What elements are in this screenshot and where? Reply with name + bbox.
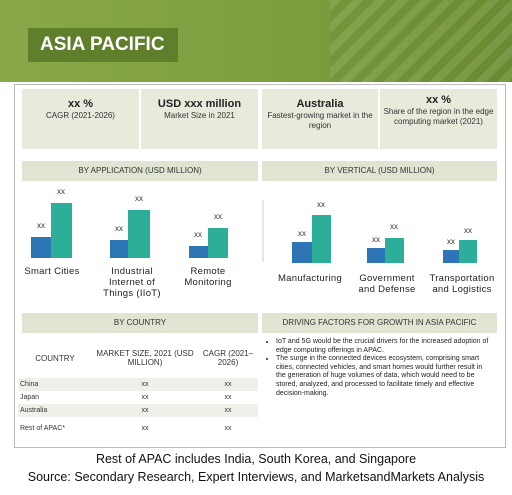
- table-header: CAGR (2021–2026): [202, 349, 254, 367]
- factor: IoT and 5G would be the crucial drivers …: [276, 338, 492, 355]
- title: ASIA PACIFIC: [40, 34, 165, 55]
- bar-label: xx: [372, 235, 380, 244]
- stat: Australia Fastest-growing market in the r…: [262, 89, 378, 149]
- table-header: MARKET SIZE, 2021 (USD MILLION): [96, 349, 194, 367]
- stat: USD xxx million Market Size in 2021: [141, 89, 258, 149]
- bar-label: xx: [298, 229, 306, 238]
- category-label: Manufacturing: [277, 273, 343, 284]
- bar: [459, 240, 477, 263]
- stat-value: xx %: [425, 94, 452, 106]
- category-label: Transportation and Logistics: [429, 273, 495, 295]
- stat-label: Share of the region in the edge computin…: [383, 107, 494, 126]
- stat-label: Market Size in 2021: [164, 111, 235, 120]
- table-cell: xx: [141, 407, 149, 414]
- bar-label: xx: [390, 222, 398, 231]
- table-cell: Rest of APAC*: [20, 424, 66, 432]
- table-cell: xx: [141, 381, 149, 388]
- category-label: Remote Monitoring: [184, 266, 232, 288]
- footer-source: Source: Secondary Research, Expert Inter…: [27, 470, 485, 484]
- bar-label: xx: [464, 226, 472, 235]
- bar-label: xx: [317, 200, 325, 209]
- bar: [208, 228, 228, 258]
- stat: xx % CAGR (2021-2026): [22, 89, 139, 149]
- table-cell: xx: [224, 381, 232, 388]
- bar: [292, 242, 312, 263]
- bar-label: xx: [115, 224, 123, 233]
- section-title: BY APPLICATION (USD MILLION): [22, 161, 258, 181]
- section-title: BY COUNTRY: [22, 313, 258, 333]
- bar: [110, 240, 128, 258]
- category-label: Government and Defense: [358, 273, 416, 295]
- bar: [51, 203, 72, 258]
- section-title: DRIVING FACTORS FOR GROWTH IN ASIA PACIF…: [262, 313, 497, 333]
- bar-label: xx: [57, 187, 65, 196]
- stat-value: USD xxx million: [157, 98, 242, 110]
- bar-label: xx: [135, 194, 143, 203]
- country-table: COUNTRY MARKET SIZE, 2021 (USD MILLION) CA…: [18, 338, 258, 439]
- title-box: [28, 28, 178, 62]
- bar-label: xx: [194, 230, 202, 239]
- table-cell: xx: [224, 424, 232, 432]
- bar: [312, 215, 331, 263]
- bar: [385, 238, 404, 263]
- bar-label: xx: [447, 237, 455, 246]
- category-label: Smart Cities: [24, 266, 80, 277]
- stat-label: Fastest-growing market in the region: [267, 111, 373, 130]
- bar: [189, 246, 208, 258]
- bar-label: xx: [214, 212, 222, 221]
- factor: The surge in the connected devices ecosy…: [276, 355, 492, 398]
- bar: [31, 237, 51, 258]
- bar: [367, 248, 385, 263]
- bar: [443, 250, 459, 263]
- table-cell: Australia: [20, 407, 48, 414]
- footer-note: Rest of APAC includes India, South Korea…: [95, 452, 417, 466]
- banner-pattern: [330, 0, 512, 82]
- bar: [128, 210, 150, 258]
- table-header: COUNTRY: [35, 353, 75, 363]
- stat-label: CAGR (2021-2026): [46, 111, 115, 120]
- section-title: BY VERTICAL (USD MILLION): [262, 161, 497, 181]
- stat-value: xx %: [67, 98, 94, 110]
- table-cell: China: [20, 381, 39, 388]
- bar-label: xx: [37, 221, 45, 230]
- category-label: Industrial Internet of Things (IIoT): [103, 266, 161, 299]
- factor-list: IoT and 5G would be the crucial drivers …: [266, 338, 492, 398]
- stat: xx % Share of the region in the edge comp…: [380, 89, 497, 149]
- frame: [14, 84, 506, 448]
- table-cell: xx: [141, 424, 149, 432]
- table-cell: Japan: [20, 394, 40, 401]
- table-cell: xx: [224, 394, 232, 401]
- stat-value: Australia: [296, 98, 344, 110]
- table-cell: xx: [141, 394, 149, 401]
- table-cell: xx: [224, 407, 232, 414]
